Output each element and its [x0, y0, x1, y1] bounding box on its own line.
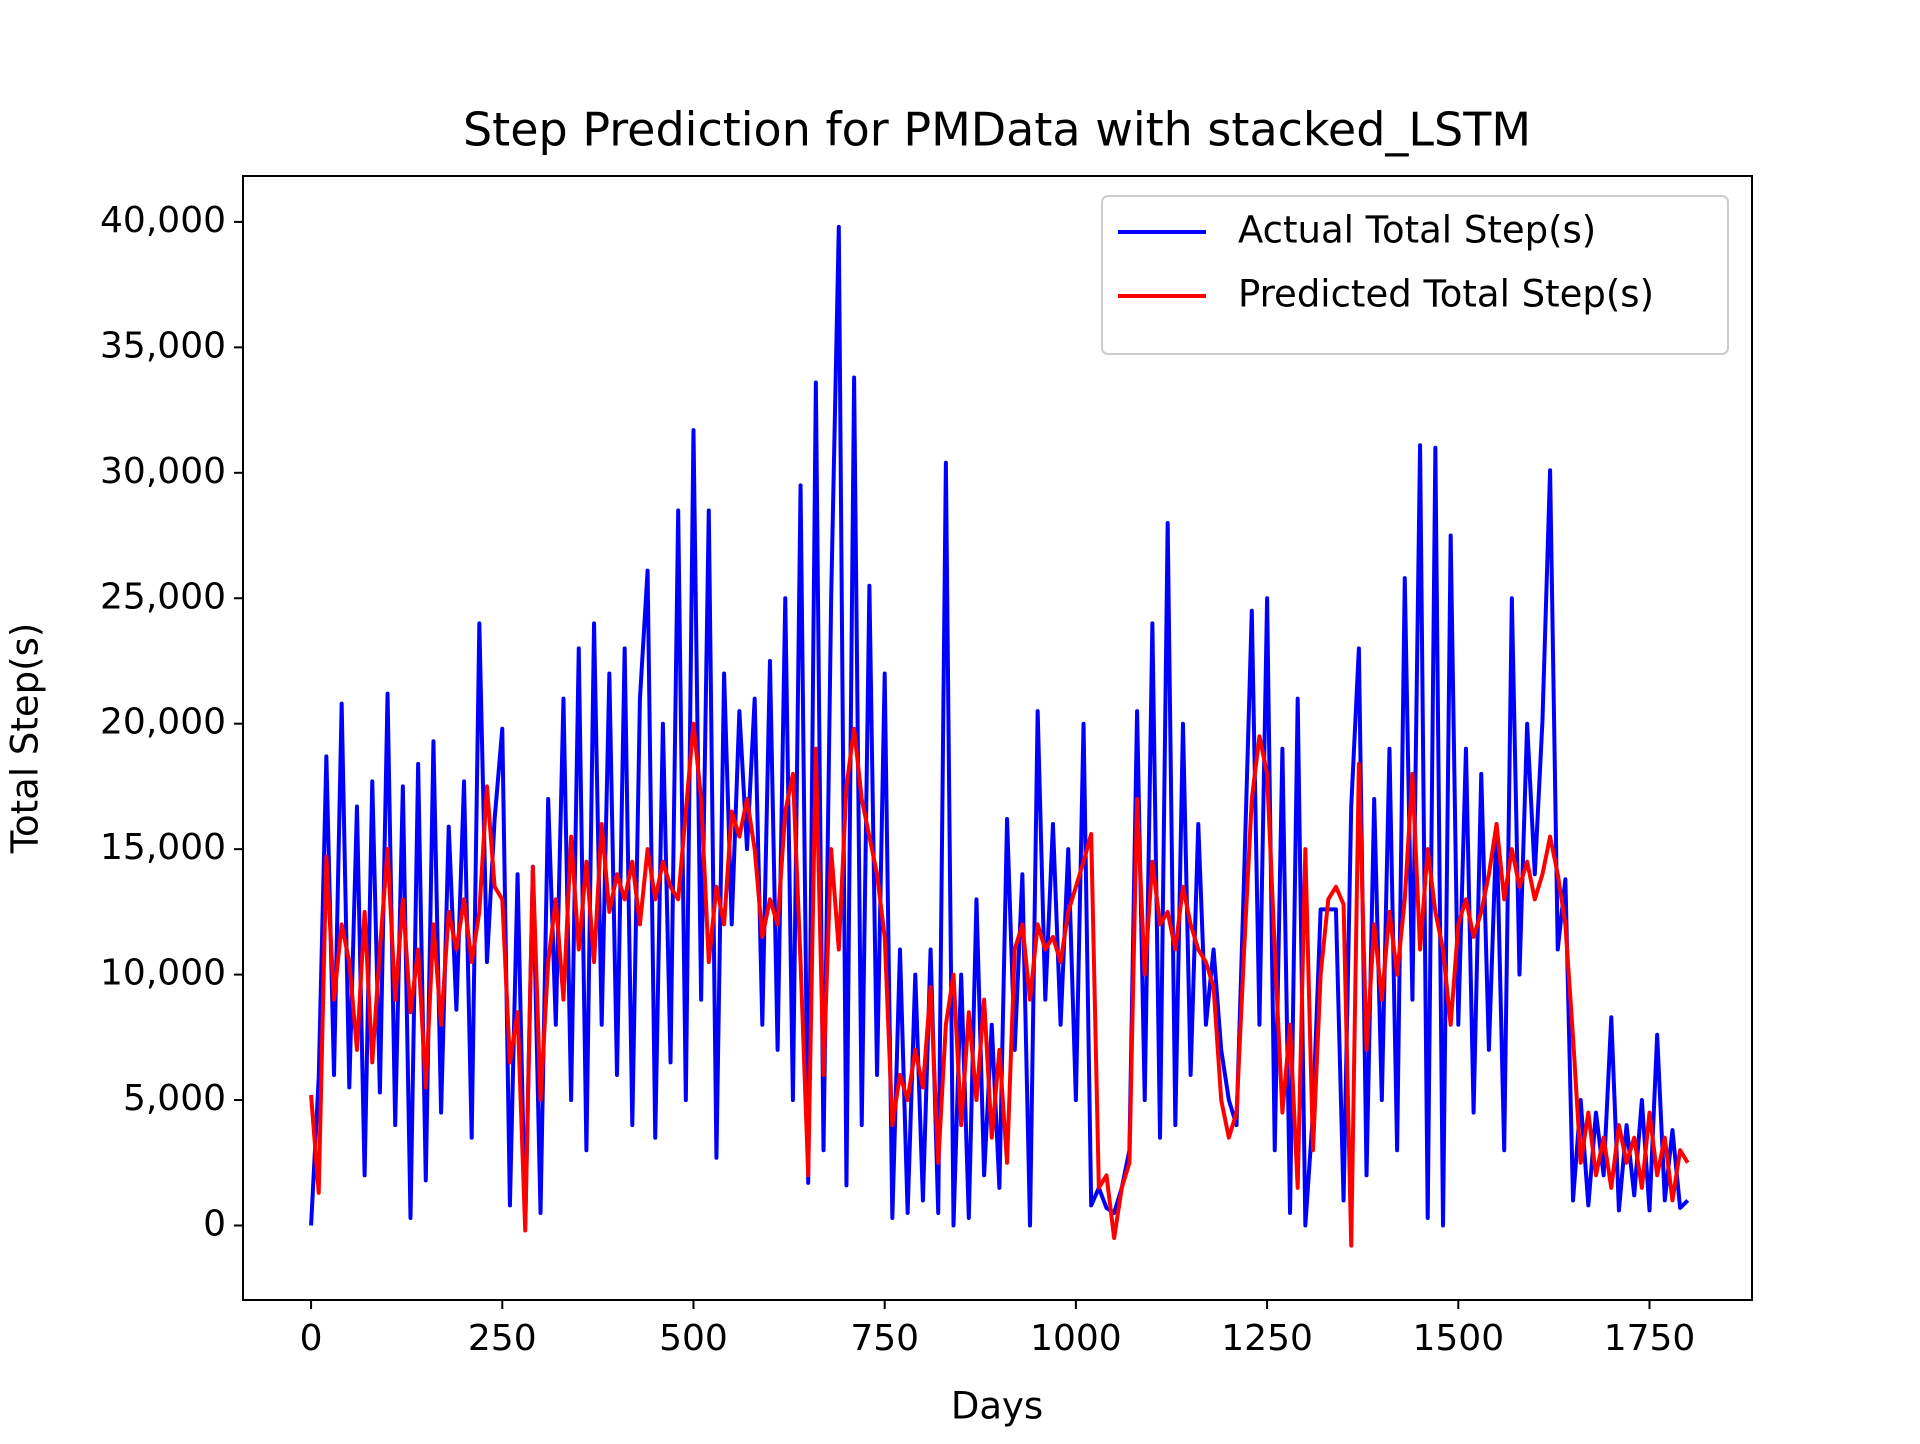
x-tick-label: 1500: [1412, 1318, 1504, 1359]
y-tick-label: 30,000: [100, 451, 226, 492]
y-tick-label: 25,000: [100, 576, 226, 617]
legend: Actual Total Step(s) Predicted Total Step…: [1101, 195, 1729, 355]
x-tick-label: 0: [300, 1318, 323, 1359]
y-tick-label: 15,000: [100, 827, 226, 868]
legend-label: Predicted Total Step(s): [1238, 273, 1654, 316]
chart-title: Step Prediction for PMData with stacked_…: [463, 103, 1531, 157]
y-tick-label: 0: [203, 1203, 226, 1244]
y-tick-label: 35,000: [100, 325, 226, 366]
legend-label: Actual Total Step(s): [1238, 209, 1596, 252]
x-tick-label: 500: [659, 1318, 728, 1359]
x-tick-label: 1250: [1221, 1318, 1313, 1359]
series-line: [309, 721, 1690, 1248]
plot-area: [309, 224, 1690, 1248]
x-tick-label: 1000: [1030, 1318, 1122, 1359]
y-axis-label: Total Step(s): [4, 623, 47, 855]
series-line: [309, 224, 1690, 1228]
x-tick-label: 750: [850, 1318, 919, 1359]
y-tick-label: 10,000: [100, 953, 226, 994]
axes-frame: [242, 175, 1753, 1301]
x-axis-label: Days: [951, 1385, 1043, 1428]
y-tick-label: 40,000: [100, 200, 226, 241]
y-tick-label: 5,000: [123, 1078, 226, 1119]
x-tick-label: 250: [468, 1318, 537, 1359]
x-tick-label: 1750: [1604, 1318, 1696, 1359]
legend-box: [1101, 195, 1729, 355]
y-tick-label: 20,000: [100, 702, 226, 743]
